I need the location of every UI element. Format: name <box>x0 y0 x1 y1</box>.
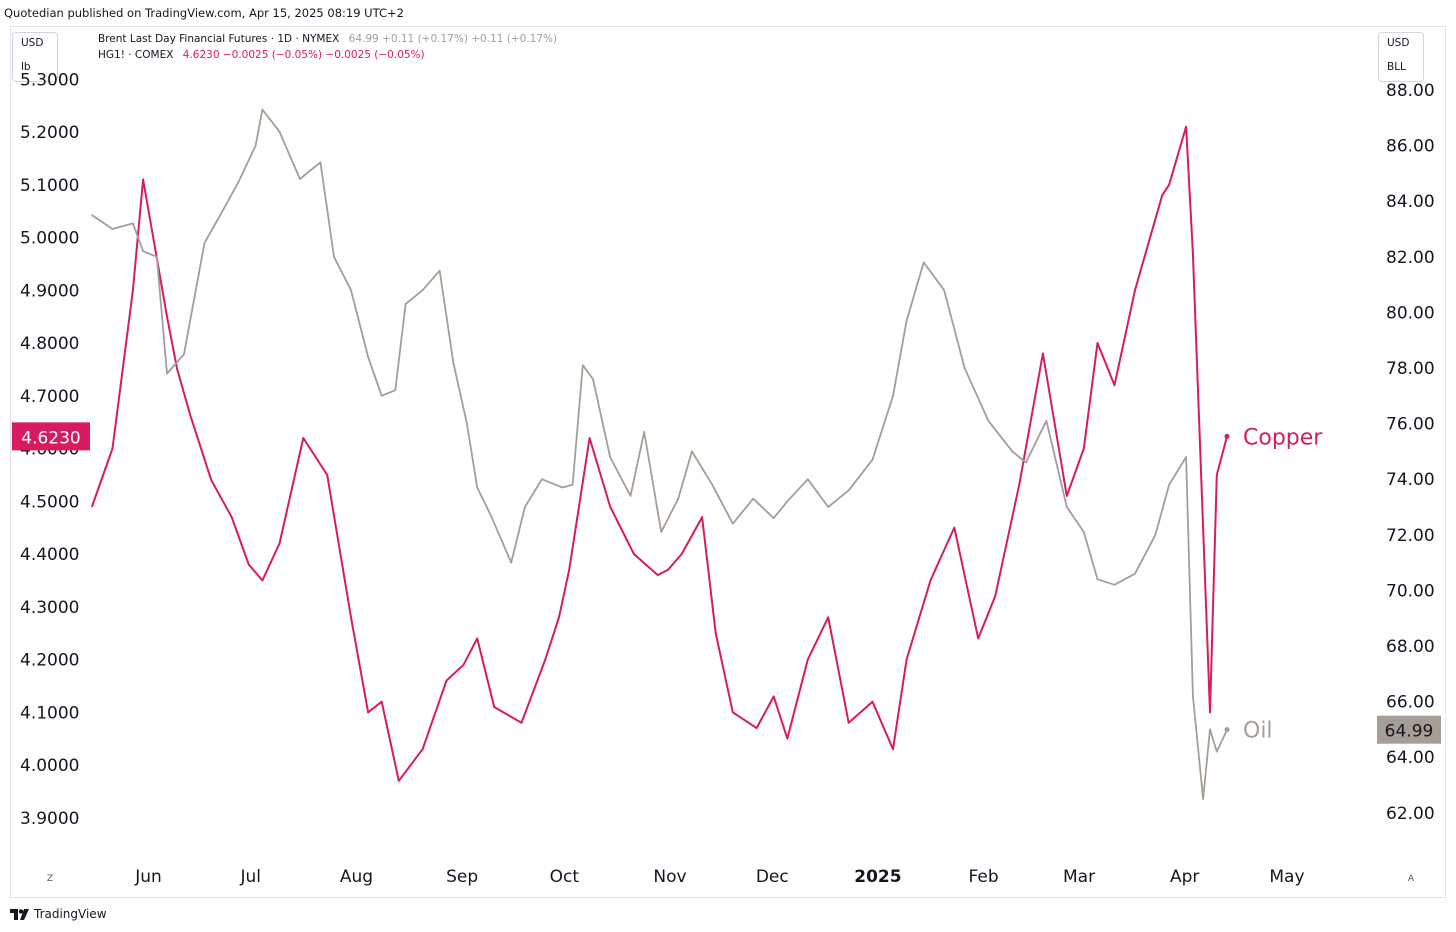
tradingview-brand: TradingView <box>34 907 107 921</box>
legend-row-copper[interactable]: HG1! · COMEX 4.6230 −0.0025 (−0.05%) −0.… <box>98 49 425 61</box>
tradingview-icon <box>10 908 29 920</box>
right-scale-unit: BLL <box>1387 61 1406 73</box>
legend-row-brent[interactable]: Brent Last Day Financial Futures · 1D · … <box>98 33 557 45</box>
legend-copper-symbol: HG1! · COMEX <box>98 49 174 61</box>
left-scale-selector[interactable]: USD lb <box>12 32 58 82</box>
auto-scale-toggle[interactable]: A <box>1407 874 1415 884</box>
right-scale-selector[interactable]: USD BLL <box>1378 32 1424 82</box>
left-scale-currency: USD <box>21 37 44 49</box>
legend-brent-values: 64.99 +0.11 (+0.17%) +0.11 (+0.17%) <box>348 33 558 45</box>
timezone-toggle[interactable]: Z <box>46 874 54 884</box>
legend-copper-values: 4.6230 −0.0025 (−0.05%) −0.0025 (−0.05%) <box>182 49 425 61</box>
legend-brent-symbol: Brent Last Day Financial Futures · 1D · … <box>98 33 340 45</box>
tradingview-logo: TradingView <box>10 907 107 921</box>
left-scale-unit: lb <box>21 61 31 73</box>
publisher-caption: Quotedian published on TradingView.com, … <box>4 6 404 20</box>
right-scale-currency: USD <box>1387 37 1410 49</box>
chart-frame <box>10 26 1446 898</box>
